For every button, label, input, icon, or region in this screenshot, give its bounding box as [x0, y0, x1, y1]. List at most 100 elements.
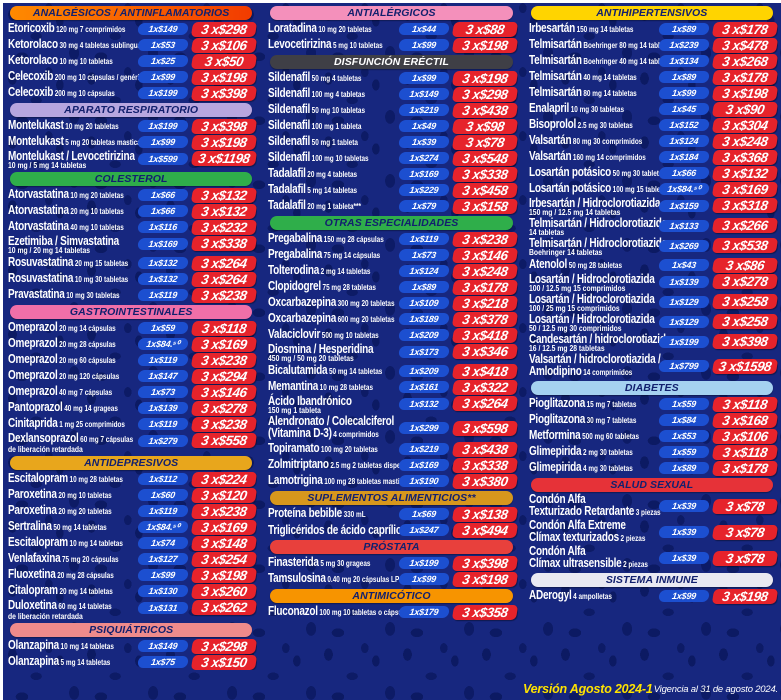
product-name: Oxcarbazepina — [268, 295, 337, 309]
deal-price-badge: 3 x$278 — [191, 400, 258, 416]
product-row: Pantoprazol 40 mg 14 grageas 1x$139 3 x$278 — [5, 400, 258, 416]
product-name: Diosmina / Hesperidina — [268, 342, 374, 356]
product-desc: 200 mg 10 cápsulas / genérico — [54, 73, 147, 82]
deal-price-badge: 3 x$118 — [711, 444, 778, 460]
unit-price-text: 1x$199 — [148, 121, 179, 131]
price-badges: 1x$69 3 x$138 — [397, 506, 518, 522]
product-line: Atenolol 50 mg 28 tabletas — [529, 258, 633, 272]
product-row: Sildenafil 100 mg 1 tableta 1x$49 3 x$98 — [265, 118, 518, 134]
price-badges: 1x$239 3 x$478 — [658, 37, 778, 53]
product-name: Pantoprazol — [8, 400, 63, 414]
product-desc: 50 mg 14 tabletas — [329, 367, 383, 376]
price-badges: 1x$44 3 x$88 — [397, 21, 518, 37]
product-name: Montelukast — [8, 134, 64, 148]
product-name: Omeprazol — [8, 384, 58, 398]
deal-price-text: 3 x$558 — [200, 433, 249, 448]
product-row: Irbesartán 150 mg 14 tabletas 1x$89 3 x$178 — [526, 21, 778, 37]
deal-price-badge: 3 x$132 — [191, 203, 258, 219]
product-name: Escitalopram — [8, 535, 68, 549]
price-badges: 1x$279 3 x$558 — [137, 433, 258, 448]
deal-price-badge: 3 x$398 — [711, 334, 778, 349]
product-desc: 330 mL — [343, 510, 366, 519]
product-desc: 5 mg 10 tabletas — [333, 41, 384, 50]
product-line: Omeprazol 20 mg 120 cápsulas — [8, 369, 119, 383]
unit-price-badge: 1x$119 — [137, 418, 190, 430]
unit-price-text: 1x$274 — [408, 153, 439, 163]
product-line: Atorvastatina 10 mg 20 tabletas — [8, 188, 124, 202]
product-desc: 60 mg 14 tabletas — [58, 602, 112, 611]
unit-price-text: 1x$139 — [148, 403, 179, 413]
unit-price-text: 1x$99 — [150, 570, 177, 580]
section-header-label: ANTIMICÓTICO — [352, 590, 431, 602]
product-name: Montelukast — [8, 118, 64, 132]
unit-price-badge: 1x$124 — [658, 135, 710, 147]
unit-price-text: 1x$59 — [150, 323, 177, 333]
deal-price-text: 3 x$298 — [200, 638, 249, 654]
product-desc: 20 mg 10 tabletas — [70, 207, 124, 216]
price-badges: 1x$299 3 x$598 — [397, 420, 518, 436]
product-name: Metformina — [528, 428, 581, 442]
product-row: Proteína bebible 330 mL 1x$69 3 x$138 — [265, 506, 518, 522]
unit-price-text: 1x$89 — [671, 463, 697, 473]
deal-price-badge: 3 x$106 — [191, 37, 258, 53]
product-line: Levocetirizina 5 mg 10 tabletas — [268, 38, 383, 52]
product-row: Telmisartán Boehringer 40 mg 14 tabletas 1… — [526, 53, 778, 69]
product-line: Paroxetina 20 mg 20 tabletas — [8, 504, 112, 518]
unit-price-badge: 1x$99 — [397, 573, 450, 585]
product-name: Tadalafil — [268, 198, 307, 212]
unit-price-badge: 1x$119 — [137, 289, 190, 301]
product-line: Duloxetina 60 mg 14 tabletas — [8, 599, 112, 613]
unit-price-text: 1x$119 — [148, 290, 179, 300]
product-line: Condón Alfa Extreme — [529, 519, 633, 532]
product-name: Pioglitazona — [528, 396, 585, 410]
deal-price-badge: 3 x$258 — [711, 314, 778, 329]
product-name: Condón Alfa — [528, 492, 586, 506]
product-desc: 160 mg 14 comprimidos — [572, 153, 646, 162]
price-badges: 1x$45 3 x$90 — [658, 101, 778, 117]
deal-price-badge: 3 x$169 — [191, 336, 258, 352]
product-name: Topiramato — [268, 441, 320, 455]
product-line: Atorvastatina 40 mg 10 tabletas — [8, 220, 124, 234]
deal-price-badge: 3 x$598 — [451, 420, 518, 436]
product-name: Pravastatina — [8, 287, 65, 301]
product-name: Candesartán / hidroclorotiazida — [528, 332, 671, 346]
product-row: Topiramato 100 mg 20 tabletas 1x$219 3 x$43… — [265, 441, 518, 457]
deal-price-badge: 3 x$398 — [191, 85, 258, 101]
deal-price-text: 3 x$318 — [721, 198, 769, 213]
price-badges: 1x$131 3 x$262 — [137, 600, 258, 615]
product-info: Olanzapina 5 mg 14 tabletas — [8, 655, 138, 669]
price-badges: 1x$89 3 x$178 — [397, 279, 518, 295]
product-row: Losartán / Hidroclorotiazida 100 / 12.5 m… — [526, 273, 778, 293]
product-desc: 5 mg 14 tabletas — [60, 658, 111, 667]
version-label: Versión Agosto 2024-1 — [523, 682, 653, 696]
product-name: Tamsulosina — [268, 571, 327, 585]
deal-price-badge: 3 x$538 — [711, 238, 778, 253]
section-disfuncion-erectil: DISFUNCIÓN ERÉCTIL Sildenafil 50 mg 4 tabl… — [265, 53, 518, 214]
product-info: Valsartán / hidroclorotiazida / Amlodipin… — [529, 353, 661, 379]
product-info: Pioglitazona 30 mg 7 tabletas — [529, 413, 659, 427]
section-header: SUPLEMENTOS ALIMENTICIOS** — [270, 491, 513, 505]
product-info: Candesartán / hidroclorotiazida 16 / 12.5… — [529, 333, 671, 353]
product-info: Atorvastatina 20 mg 10 tabletas — [8, 204, 138, 218]
deal-price-text: 3 x$264 — [460, 396, 509, 411]
unit-price-badge: 1x$149 — [137, 23, 190, 35]
product-name: Ketorolaco — [8, 37, 58, 51]
product-info: Valsartán 160 mg 14 comprimidos — [529, 150, 659, 164]
deal-price-badge: 3 x$106 — [711, 428, 778, 444]
price-badges: 1x$219 3 x$438 — [397, 441, 518, 457]
deal-price-text: 3 x$278 — [200, 400, 249, 416]
product-row: Atorvastatina 40 mg 10 tabletas 1x$116 3 x$… — [5, 219, 258, 235]
product-info: Telmisartán 40 mg 14 tabletas — [529, 70, 659, 84]
column-2: ANTIALÉRGICOS Loratadina 10 mg 20 tabletas… — [265, 4, 518, 670]
product-name: Glimepirida — [528, 444, 582, 458]
deal-price-badge: 3 x$266 — [711, 218, 778, 233]
deal-price-text: 3 x$304 — [721, 117, 769, 133]
unit-price-badge: 1x$39 — [658, 526, 710, 538]
product-desc: 200 mg 10 cápsulas — [54, 89, 115, 98]
price-badges: 1x$112 3 x$224 — [137, 471, 258, 487]
price-badges: 1x$39 3 x$78 — [658, 550, 778, 566]
product-name: Paroxetina — [8, 503, 57, 517]
product-name: Celecoxib — [8, 85, 54, 99]
product-info: Rosuvastatina 10 mg 30 tabletas — [8, 272, 138, 286]
deal-price-badge: 3 x$318 — [711, 198, 778, 213]
